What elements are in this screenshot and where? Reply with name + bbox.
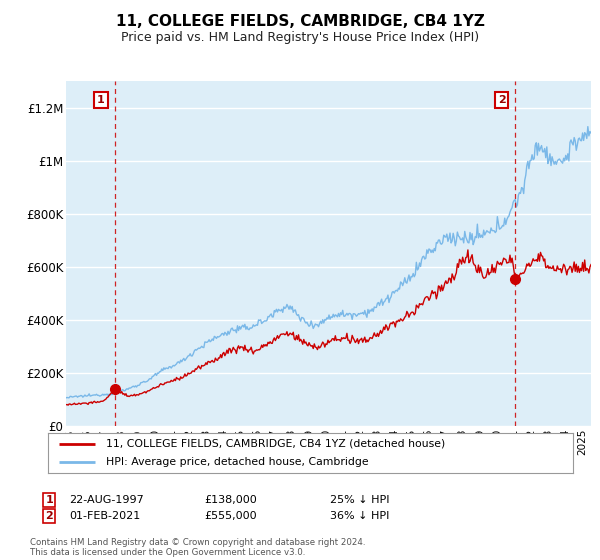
Text: 36% ↓ HPI: 36% ↓ HPI [330,511,389,521]
Text: 25% ↓ HPI: 25% ↓ HPI [330,494,389,505]
Text: 11, COLLEGE FIELDS, CAMBRIDGE, CB4 1YZ: 11, COLLEGE FIELDS, CAMBRIDGE, CB4 1YZ [116,14,484,29]
Text: 01-FEB-2021: 01-FEB-2021 [69,511,140,521]
Text: 2: 2 [498,95,506,105]
Text: 22-AUG-1997: 22-AUG-1997 [69,494,144,505]
Text: HPI: Average price, detached house, Cambridge: HPI: Average price, detached house, Camb… [106,458,368,467]
Text: Contains HM Land Registry data © Crown copyright and database right 2024.
This d: Contains HM Land Registry data © Crown c… [30,538,365,557]
Text: Price paid vs. HM Land Registry's House Price Index (HPI): Price paid vs. HM Land Registry's House … [121,31,479,44]
Text: £555,000: £555,000 [204,511,257,521]
Text: 2: 2 [46,511,53,521]
Text: 1: 1 [97,95,105,105]
Text: 1: 1 [46,494,53,505]
Text: 11, COLLEGE FIELDS, CAMBRIDGE, CB4 1YZ (detached house): 11, COLLEGE FIELDS, CAMBRIDGE, CB4 1YZ (… [106,439,445,449]
Text: £138,000: £138,000 [204,494,257,505]
